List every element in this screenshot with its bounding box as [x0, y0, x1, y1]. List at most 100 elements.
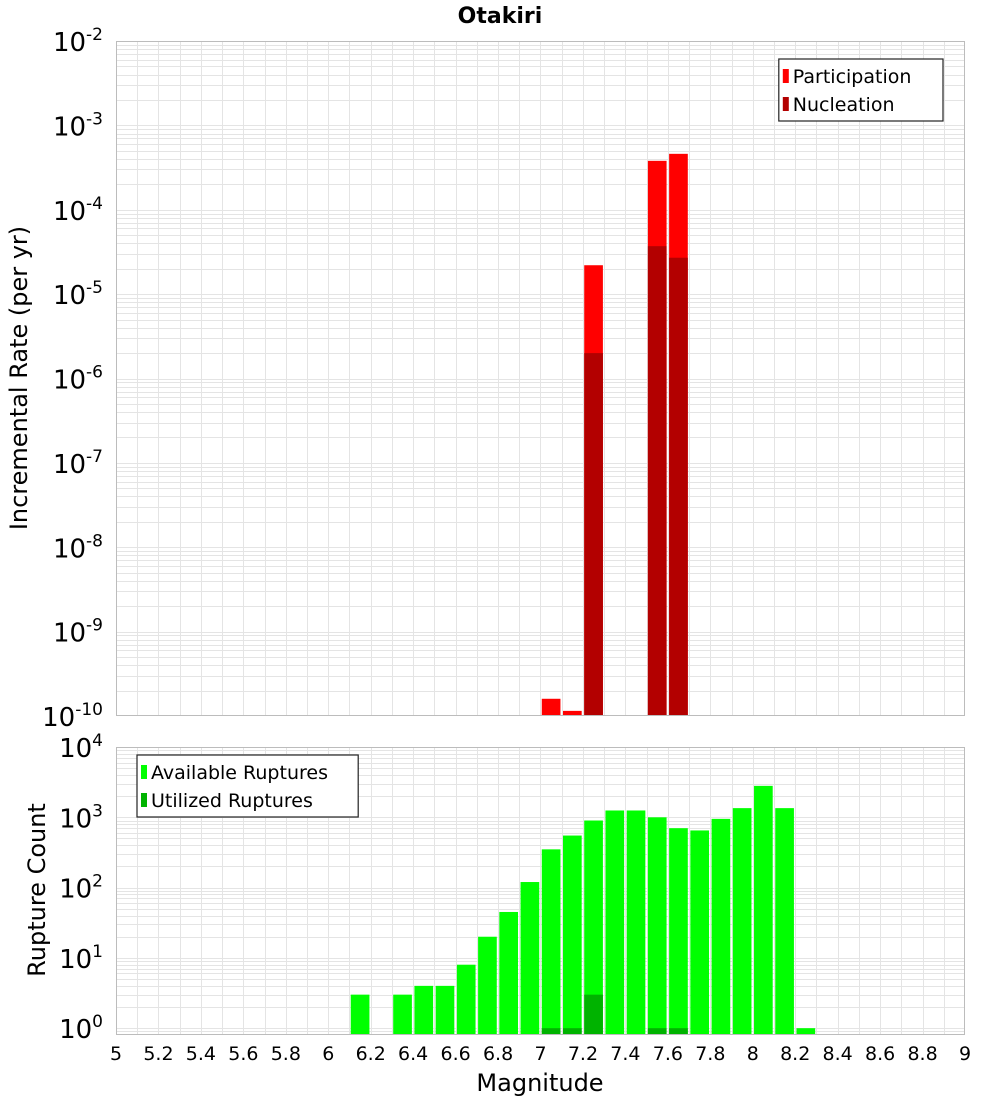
bottom-bar-primary — [584, 820, 603, 1035]
bottom-bar-primary — [499, 911, 519, 1035]
top-y-tick-exponent: -5 — [86, 278, 103, 298]
bottom-legend-label: Utilized Ruptures — [151, 790, 313, 812]
bottom-bar-primary — [520, 882, 540, 1035]
bottom-bar-primary — [456, 964, 476, 1035]
bottom-y-tick-exponent: 3 — [92, 801, 103, 821]
bottom-y-tick-label: 100 — [59, 1012, 103, 1045]
top-bar-primary — [562, 710, 582, 716]
bottom-bar-secondary — [584, 994, 603, 1035]
bottom-bar-primary — [775, 808, 794, 1035]
top-legend-swatch — [782, 97, 789, 111]
bottom-bar-primary — [350, 994, 370, 1035]
top-grid — [116, 41, 965, 716]
top-y-tick-label: 10-10 — [42, 700, 103, 733]
top-y-tick-exponent: -9 — [86, 616, 103, 636]
bottom-bar-primary — [435, 985, 455, 1035]
bottom-bar-primary — [647, 817, 667, 1035]
bottom-bar-secondary — [647, 1028, 667, 1035]
top-legend: Participation Nucleation — [778, 58, 944, 122]
bottom-x-tick-label: 5.6 — [228, 1043, 258, 1065]
bottom-plot-border — [116, 747, 965, 1035]
top-legend-swatch — [782, 69, 789, 83]
top-y-tick-exponent: -3 — [86, 109, 103, 129]
bottom-y-tick-exponent: 0 — [92, 1012, 103, 1032]
top-y-tick-base: 10 — [53, 197, 86, 227]
bottom-bar-primary — [414, 985, 434, 1035]
top-y-tick-exponent: -7 — [86, 447, 103, 467]
top-y-tick-label: 10-3 — [53, 109, 103, 142]
top-y-tick-label: 10-7 — [53, 447, 103, 480]
bottom-x-tick-label: 7.4 — [610, 1043, 640, 1065]
bottom-bar-primary — [393, 994, 412, 1035]
top-legend-box — [778, 58, 944, 122]
bottom-x-tick-label: 7.8 — [695, 1043, 725, 1065]
bottom-x-tick-label: 9 — [959, 1043, 971, 1065]
bottom-grid — [116, 747, 965, 1035]
bottom-legend-label: Available Ruptures — [151, 762, 328, 784]
top-y-tick-base: 10 — [53, 534, 86, 564]
bottom-x-tick-label: 7.2 — [568, 1043, 598, 1065]
bottom-x-tick-label: 7.6 — [653, 1043, 683, 1065]
bottom-bar-primary — [669, 828, 688, 1035]
bottom-x-tick-label: 8.6 — [865, 1043, 895, 1065]
bottom-x-tick-label: 8.2 — [780, 1043, 810, 1065]
bottom-x-tick-label: 8.8 — [907, 1043, 937, 1065]
bottom-x-tick-label: 5 — [110, 1043, 122, 1065]
top-y-tick-base: 10 — [53, 112, 86, 142]
bottom-bar-secondary — [541, 1028, 561, 1035]
bottom-bar-primary — [562, 835, 582, 1035]
bottom-y-tick-base: 10 — [59, 945, 92, 975]
top-bar-primary — [541, 698, 561, 716]
top-y-tick-label: 10-6 — [53, 363, 103, 396]
top-y-tick-label: 10-4 — [53, 194, 103, 227]
bottom-legend-swatch — [141, 765, 147, 779]
top-y-tick-exponent: -6 — [86, 363, 103, 383]
bottom-bar-primary — [796, 1028, 816, 1035]
bottom-y-axis-label: Rupture Count — [23, 803, 51, 977]
bottom-y-tick-base: 10 — [59, 875, 92, 905]
top-legend-label: Participation — [793, 66, 912, 88]
bottom-bar-secondary — [562, 1028, 582, 1035]
top-y-axis-label: Incremental Rate (per yr) — [5, 226, 33, 530]
bottom-bar-secondary — [669, 1028, 688, 1035]
bottom-bar-primary — [605, 810, 625, 1035]
bottom-y-tick-label: 103 — [59, 801, 103, 834]
top-bar-secondary — [669, 257, 688, 716]
top-y-tick-base: 10 — [53, 450, 86, 480]
bottom-x-tick-label: 7 — [534, 1043, 546, 1065]
bottom-y-tick-label: 101 — [59, 942, 103, 975]
bottom-y-tick-base: 10 — [59, 804, 92, 834]
bottom-x-tick-label: 6.4 — [398, 1043, 428, 1065]
bottom-x-tick-label: 8 — [747, 1043, 759, 1065]
bottom-x-tick-label: 5.2 — [143, 1043, 173, 1065]
top-y-tick-exponent: -4 — [86, 194, 103, 214]
top-y-tick-exponent: -8 — [86, 531, 103, 551]
x-axis-label: Magnitude — [476, 1069, 603, 1097]
top-y-tick-base: 10 — [53, 366, 86, 396]
top-y-tick-base: 10 — [53, 619, 86, 649]
bottom-legend-swatch — [141, 793, 147, 807]
top-y-tick-base: 10 — [53, 28, 86, 58]
top-y-tick-label: 10-5 — [53, 278, 103, 311]
top-y-tick-base: 10 — [53, 281, 86, 311]
top-y-tick-exponent: -2 — [86, 25, 103, 45]
top-y-tick-label: 10-9 — [53, 616, 103, 649]
bottom-bar-primary — [732, 808, 752, 1035]
bottom-y-tick-base: 10 — [59, 734, 92, 764]
bottom-bar-primary — [541, 849, 561, 1035]
bottom-legend-box — [136, 754, 359, 818]
bottom-bar-primary — [690, 830, 710, 1035]
top-y-tick-label: 10-2 — [53, 25, 103, 58]
bottom-bar-primary — [626, 810, 646, 1035]
top-y-tick-exponent: -10 — [75, 700, 103, 720]
bottom-x-tick-label: 6.8 — [483, 1043, 513, 1065]
bottom-x-tick-label: 5.8 — [271, 1043, 301, 1065]
bottom-bar-primary — [478, 936, 497, 1035]
top-plot-border — [116, 41, 965, 716]
bottom-y-tick-exponent: 2 — [92, 872, 103, 892]
bottom-legend: Available Ruptures Utilized Ruptures — [136, 754, 359, 818]
chart-title: Otakiri — [458, 4, 543, 29]
bottom-y-tick-label: 104 — [59, 731, 103, 764]
bottom-y-tick-label: 102 — [59, 872, 103, 905]
